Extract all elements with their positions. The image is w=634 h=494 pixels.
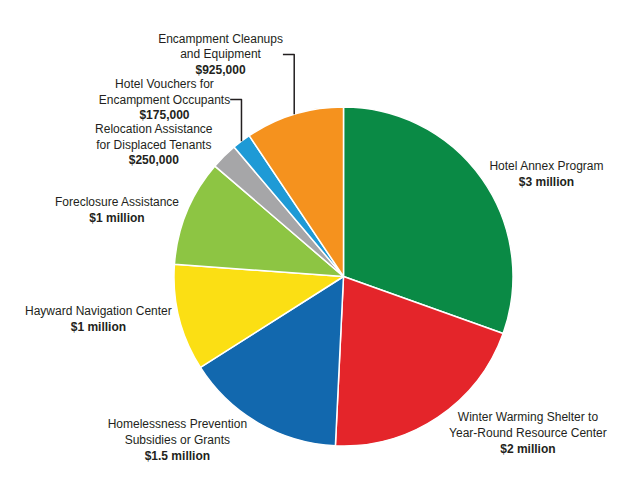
svg-text:Hayward Navigation Center$1 mi: Hayward Navigation Center$1 million	[25, 304, 172, 334]
svg-text:Hotel Vouchers forEncampment O: Hotel Vouchers forEncampment Occupants$1…	[99, 77, 230, 122]
svg-text:Winter Warming Shelter toYear-: Winter Warming Shelter toYear-Round Reso…	[449, 410, 607, 455]
svg-text:Encampment Cleanupsand Equipme: Encampment Cleanupsand Equipment$925,000	[158, 32, 283, 77]
svg-text:Hotel Annex Program$3 million: Hotel Annex Program$3 million	[489, 159, 603, 189]
svg-text:Relocation Assistancefor Displ: Relocation Assistancefor Displaced Tenan…	[95, 122, 213, 167]
svg-text:Homelessness PreventionSubsidi: Homelessness PreventionSubsidies or Gran…	[108, 417, 247, 462]
svg-text:Foreclosure Assistance$1 milli: Foreclosure Assistance$1 million	[55, 195, 179, 225]
